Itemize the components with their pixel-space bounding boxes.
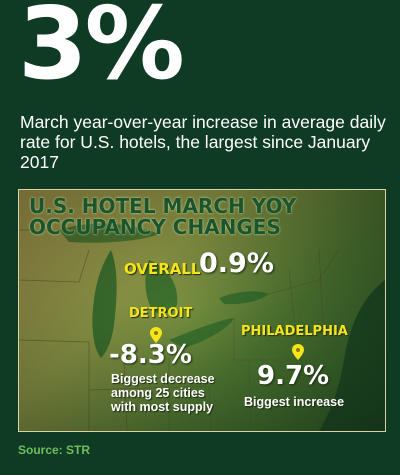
headline-percent: 3% — [18, 0, 185, 102]
detroit-pin-icon — [150, 327, 162, 343]
panel-title: U.S. HOTEL MARCH YOY OCCUPANCY CHANGES — [29, 196, 369, 238]
panel-title-line2: OCCUPANCY CHANGES — [29, 215, 281, 239]
philadelphia-pin-icon — [292, 344, 304, 360]
map-background — [19, 190, 385, 431]
philadelphia-label: PHILADELPHIA — [241, 324, 348, 339]
map-panel: U.S. HOTEL MARCH YOY OCCUPANCY CHANGES O… — [18, 189, 386, 432]
detroit-caption-line1: Biggest decrease — [111, 372, 215, 386]
overall-value: 0.9% — [199, 248, 274, 279]
philadelphia-caption: Biggest increase — [244, 395, 345, 409]
detroit-value: -8.3% — [109, 340, 192, 370]
detroit-caption-line3: with most supply — [111, 399, 214, 414]
detroit-label: DETROIT — [129, 306, 193, 321]
overall-label: OVERALL — [124, 260, 201, 278]
detroit-caption: Biggest decrease among 25 cities with mo… — [111, 372, 215, 414]
source-credit: Source: STR — [18, 443, 91, 457]
detroit-caption-line2: among 25 cities — [111, 385, 205, 400]
panel-title-line1: U.S. HOTEL MARCH YOY — [29, 194, 297, 218]
headline-description: March year-over-year increase in average… — [20, 112, 386, 172]
philadelphia-value: 9.7% — [257, 361, 330, 391]
